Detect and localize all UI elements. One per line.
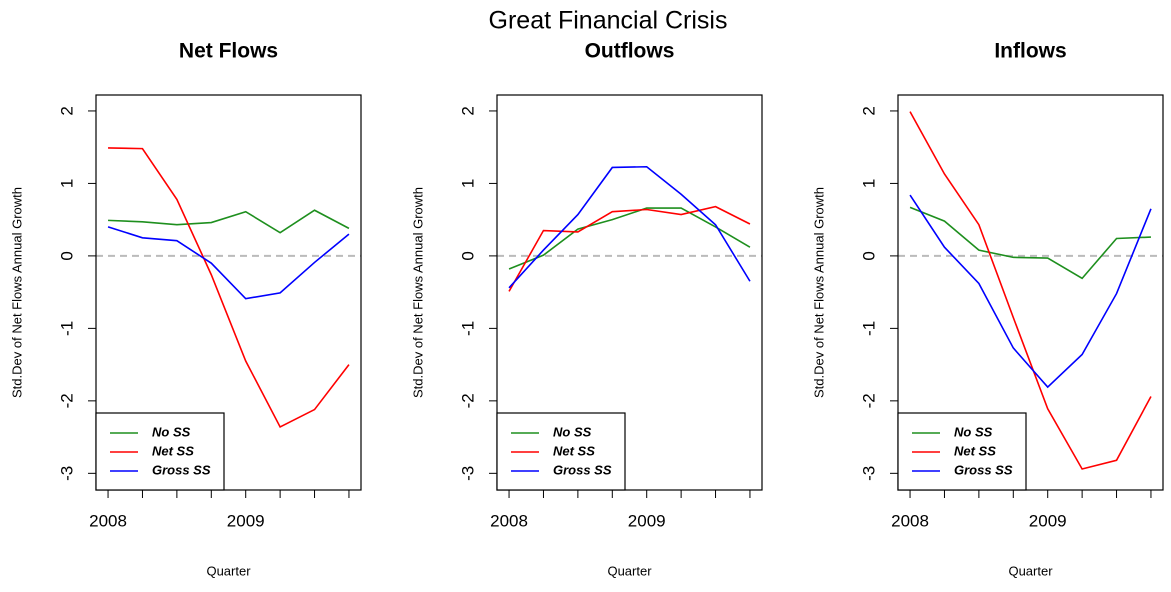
- y-tick-label: -2: [458, 393, 477, 408]
- legend-label: Net SS: [152, 443, 194, 458]
- x-tick-label: 2008: [89, 511, 127, 530]
- y-tick-label: 0: [458, 251, 477, 260]
- y-tick-label: 1: [859, 179, 878, 188]
- plot-frame: [897, 94, 1164, 491]
- x-tick-label: 2008: [891, 511, 929, 530]
- y-tick-label: -1: [57, 321, 76, 336]
- y-tick-label: 2: [458, 106, 477, 115]
- series-line: [909, 194, 1152, 389]
- series-line: [107, 226, 350, 300]
- legend-label: No SS: [954, 424, 993, 439]
- legend-label: No SS: [152, 424, 191, 439]
- y-tick-label: 2: [859, 106, 878, 115]
- y-tick-label: -3: [458, 466, 477, 481]
- y-tick-label: -1: [859, 321, 878, 336]
- series-line: [508, 207, 751, 270]
- legend-label: Net SS: [553, 443, 595, 458]
- x-tick-label: 2009: [628, 511, 666, 530]
- series-line: [108, 209, 350, 234]
- y-tick-label: -3: [57, 466, 76, 481]
- y-tick-label: -2: [57, 393, 76, 408]
- series-line: [909, 111, 1152, 470]
- panel-title: Outflows: [585, 40, 675, 63]
- plot-frame: [496, 94, 763, 491]
- y-tick-label: -2: [859, 393, 878, 408]
- x-tick-label: 2009: [1029, 511, 1067, 530]
- plot-frame: [95, 94, 362, 491]
- y-axis-label: Std.Dev of Net Flows Annual Growth: [410, 187, 425, 398]
- legend-label: Net SS: [954, 443, 996, 458]
- y-axis-label: Std.Dev of Net Flows Annual Growth: [9, 187, 24, 398]
- series-line: [508, 165, 751, 289]
- x-tick-label: 2008: [490, 511, 528, 530]
- y-tick-label: 1: [458, 179, 477, 188]
- x-axis-label: Quarter: [607, 563, 652, 578]
- y-tick-label: 2: [57, 106, 76, 115]
- y-tick-label: -1: [458, 321, 477, 336]
- legend-label: Gross SS: [152, 462, 211, 477]
- legend-label: No SS: [553, 424, 592, 439]
- panel-title: Inflows: [994, 40, 1066, 63]
- legend-label: Gross SS: [553, 462, 612, 477]
- series-line: [508, 205, 751, 292]
- panel-title: Net Flows: [179, 40, 278, 63]
- x-tick-label: 2009: [227, 511, 265, 530]
- y-axis-label: Std.Dev of Net Flows Annual Growth: [811, 187, 826, 398]
- y-tick-label: 0: [859, 251, 878, 260]
- x-axis-label: Quarter: [206, 563, 251, 578]
- figure-title: Great Financial Crisis: [489, 7, 728, 35]
- y-tick-label: 0: [57, 251, 76, 260]
- series-line: [108, 147, 350, 429]
- y-tick-label: -3: [859, 466, 878, 481]
- y-tick-label: 1: [57, 179, 76, 188]
- x-axis-label: Quarter: [1008, 563, 1053, 578]
- legend-label: Gross SS: [954, 462, 1013, 477]
- series-line: [909, 206, 1151, 280]
